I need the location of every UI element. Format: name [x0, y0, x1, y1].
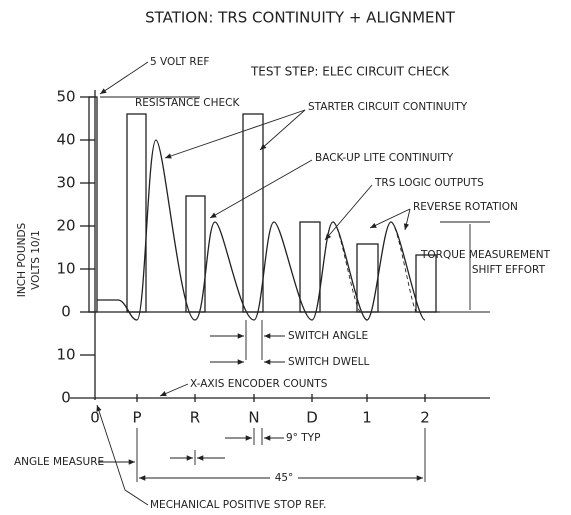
torque-wave — [97, 139, 426, 321]
annotation: RESISTANCE CHECK — [135, 97, 240, 109]
annotation: 5 VOLT REF — [150, 56, 209, 68]
y-axis-label: INCH POUNDS — [16, 222, 28, 297]
x-labels: 0 P R N D 1 2 — [90, 409, 430, 427]
x-label: 2 — [420, 409, 430, 427]
annotation: 45° — [275, 472, 294, 484]
y-tick: 40 — [56, 131, 75, 149]
x-label: 1 — [362, 409, 372, 427]
y-tick: 10 — [56, 346, 75, 364]
annotation: 9° TYP — [286, 432, 320, 444]
annotation: SWITCH ANGLE — [288, 330, 368, 342]
y-tick: 50 — [56, 88, 75, 106]
bars — [88, 96, 437, 313]
x-label: R — [190, 409, 200, 427]
subtitle: TEST STEP: ELEC CIRCUIT CHECK — [250, 65, 450, 79]
x-label: P — [132, 409, 141, 427]
axes — [70, 90, 490, 402]
annotation: STARTER CIRCUIT CONTINUITY — [308, 101, 468, 113]
annotation: MECHANICAL POSITIVE STOP REF. — [150, 499, 326, 511]
x-label: N — [248, 409, 259, 427]
reverse-wave — [332, 221, 417, 313]
annotation: REVERSE ROTATION — [413, 201, 518, 213]
y-ticks: 50 40 30 20 10 0 10 0 — [56, 88, 75, 407]
y-axis-label: VOLTS 10/1 — [30, 230, 42, 290]
annotation: ANGLE MEASURE — [14, 456, 104, 468]
y-tick: 30 — [56, 174, 75, 192]
x-label: D — [306, 409, 318, 427]
annotation: X-AXIS ENCODER COUNTS — [190, 378, 328, 390]
y-tick: 0 — [61, 303, 71, 321]
x-label: 0 — [90, 409, 100, 427]
annotations: 5 VOLT REF RESISTANCE CHECK STARTER CIRC… — [14, 56, 551, 511]
annotation: TORQUE MEASUREMENT — [420, 249, 551, 261]
annotation: TRS LOGIC OUTPUTS — [374, 177, 484, 189]
title: STATION: TRS CONTINUITY + ALIGNMENT — [145, 9, 456, 27]
annotation: BACK-UP LITE CONTINUITY — [315, 152, 454, 164]
annotation: SHIFT EFFORT — [472, 264, 546, 276]
y-tick: 0 — [61, 389, 71, 407]
y-tick: 20 — [56, 217, 75, 235]
y-tick: 10 — [56, 260, 75, 278]
annotation: SWITCH DWELL — [288, 356, 369, 368]
